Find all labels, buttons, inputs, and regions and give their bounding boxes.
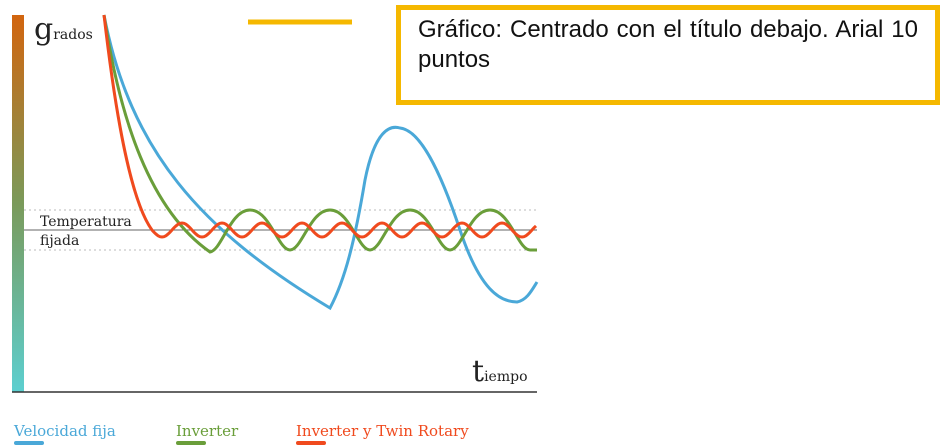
legend-item: Inverter xyxy=(176,422,238,445)
setpoint-label: Temperatura xyxy=(40,214,132,230)
y-axis-label: grados xyxy=(34,12,93,47)
legend-item: Inverter y Twin Rotary xyxy=(296,422,469,445)
legend-label: Inverter y Twin Rotary xyxy=(296,422,469,440)
fixed-speed-curve xyxy=(102,14,539,311)
setpoint-label: fijada xyxy=(40,233,80,249)
note-box: Gráfico: Centrado con el título debajo. … xyxy=(396,5,940,105)
y-axis-bar xyxy=(12,15,24,392)
legend-item: Velocidad fija xyxy=(14,422,116,445)
twin-rotary-curve xyxy=(102,14,538,239)
legend-label: Velocidad fija xyxy=(14,422,116,440)
inverter-curve xyxy=(102,14,537,254)
legend-label: Inverter xyxy=(176,422,239,440)
x-axis-label: tiempo xyxy=(472,354,528,389)
